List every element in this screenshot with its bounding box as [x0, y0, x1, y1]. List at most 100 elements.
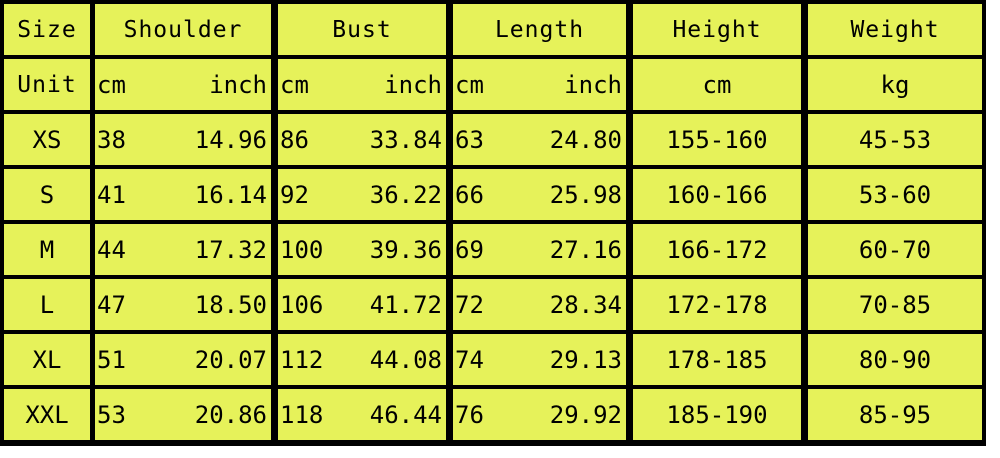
cell-text: inch — [384, 70, 442, 99]
cell-text: 53 — [97, 400, 126, 429]
cell-text: 70-85 — [858, 290, 932, 319]
table-cell: 178-185 — [633, 334, 801, 385]
table-cell: 86 33.84 — [278, 114, 446, 165]
cell-text: 45-53 — [858, 125, 932, 154]
table-cell: 45-53 — [808, 114, 982, 165]
size-label: S — [39, 180, 55, 209]
table-cell: 44 17.32 — [95, 224, 271, 275]
table-cell: M — [4, 224, 90, 275]
cell-text: 24.80 — [549, 125, 622, 154]
cell-text: 47 — [97, 290, 126, 319]
table-cell: S — [4, 169, 90, 220]
table-cell: cm inch — [278, 59, 446, 110]
cell-text: cm — [280, 70, 309, 99]
cell-text: 63 — [455, 125, 484, 154]
cell-text: 85-95 — [858, 400, 932, 429]
cell-text: inch — [209, 70, 267, 99]
cell-text: 100 — [280, 235, 324, 264]
table-cell: 166-172 — [633, 224, 801, 275]
cell-text: 51 — [97, 345, 126, 374]
header-text: Shoulder — [123, 16, 243, 43]
table-cell: 53 20.86 — [95, 389, 271, 440]
cell-text: 28.34 — [549, 290, 622, 319]
cell-text: inch — [564, 70, 622, 99]
size-label: L — [39, 290, 55, 319]
cell-text: 92 — [280, 180, 309, 209]
cell-text: 20.86 — [194, 400, 267, 429]
cell-text: kg — [880, 70, 910, 99]
cell-text: 29.92 — [549, 400, 622, 429]
table-cell: 106 41.72 — [278, 279, 446, 330]
table-cell: 72 28.34 — [453, 279, 626, 330]
cell-text: 80-90 — [858, 345, 932, 374]
cell-text: 29.13 — [549, 345, 622, 374]
table-cell: 74 29.13 — [453, 334, 626, 385]
size-label: XXL — [25, 400, 69, 429]
table-cell: Shoulder — [95, 4, 271, 55]
table-cell: 118 46.44 — [278, 389, 446, 440]
table-cell: 112 44.08 — [278, 334, 446, 385]
cell-text: 18.50 — [194, 290, 267, 319]
header-text: Unit — [17, 71, 77, 98]
cell-text: 69 — [455, 235, 484, 264]
table-cell: kg — [808, 59, 982, 110]
table-cell: 85-95 — [808, 389, 982, 440]
cell-text: 14.96 — [194, 125, 267, 154]
table-cell: 80-90 — [808, 334, 982, 385]
table-cell: 155-160 — [633, 114, 801, 165]
table-cell: 69 27.16 — [453, 224, 626, 275]
cell-text: 172-178 — [666, 290, 768, 319]
cell-text: 178-185 — [666, 345, 768, 374]
cell-text: 41.72 — [369, 290, 442, 319]
cell-text: 39.36 — [369, 235, 442, 264]
table-cell: 100 39.36 — [278, 224, 446, 275]
table-cell: 51 20.07 — [95, 334, 271, 385]
cell-text: 86 — [280, 125, 309, 154]
table-cell: XS — [4, 114, 90, 165]
cell-text: 46.44 — [369, 400, 442, 429]
cell-text: cm — [702, 70, 732, 99]
cell-text: 60-70 — [858, 235, 932, 264]
table-cell: 63 24.80 — [453, 114, 626, 165]
header-text: Height — [672, 16, 762, 43]
header-text: Bust — [332, 16, 392, 43]
table-cell: 160-166 — [633, 169, 801, 220]
table-cell: XXL — [4, 389, 90, 440]
table-cell: Size — [4, 4, 90, 55]
table-cell: L — [4, 279, 90, 330]
table-cell: 53-60 — [808, 169, 982, 220]
table-cell: 70-85 — [808, 279, 982, 330]
table-cell: XL — [4, 334, 90, 385]
cell-text: 44.08 — [369, 345, 442, 374]
table-cell: cm — [633, 59, 801, 110]
cell-text: 160-166 — [666, 180, 768, 209]
table-cell: 47 18.50 — [95, 279, 271, 330]
cell-text: 76 — [455, 400, 484, 429]
cell-text: 41 — [97, 180, 126, 209]
size-label: M — [39, 235, 55, 264]
cell-text: 74 — [455, 345, 484, 374]
cell-text: 166-172 — [666, 235, 768, 264]
table-cell: Height — [633, 4, 801, 55]
header-text: Length — [494, 16, 585, 43]
table-cell: Length — [453, 4, 626, 55]
table-cell: 92 36.22 — [278, 169, 446, 220]
table-cell: cm inch — [95, 59, 271, 110]
cell-text: 25.98 — [549, 180, 622, 209]
table-grid: Size Shoulder Bust Length Height Weight Unit cm… — [0, 0, 986, 446]
table-cell: 172-178 — [633, 279, 801, 330]
cell-text: 38 — [97, 125, 126, 154]
cell-text: 185-190 — [666, 400, 768, 429]
table-cell: 76 29.92 — [453, 389, 626, 440]
cell-text: cm — [97, 70, 126, 99]
cell-text: 44 — [97, 235, 126, 264]
cell-text: 20.07 — [194, 345, 267, 374]
header-text: Weight — [850, 16, 940, 43]
cell-text: 106 — [280, 290, 324, 319]
table-cell: 41 16.14 — [95, 169, 271, 220]
cell-text: 112 — [280, 345, 324, 374]
table-cell: 66 25.98 — [453, 169, 626, 220]
cell-text: 66 — [455, 180, 484, 209]
cell-text: 155-160 — [666, 125, 768, 154]
